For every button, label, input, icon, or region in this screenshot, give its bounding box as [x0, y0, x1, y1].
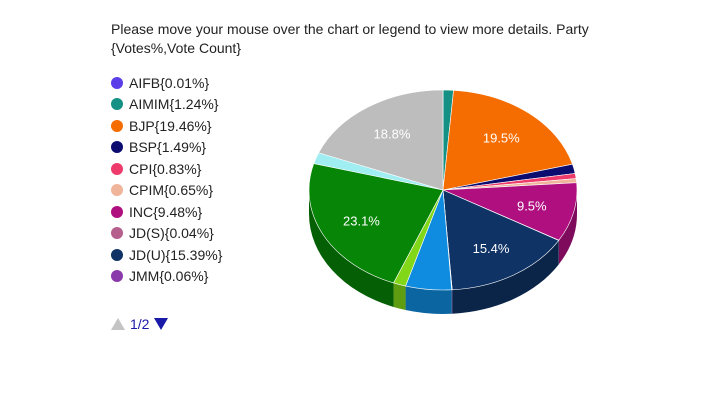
- slice-label: 19.5%: [483, 131, 520, 146]
- slice-label: 18.8%: [374, 127, 411, 142]
- legend-swatch: [111, 119, 123, 132]
- legend-swatch: [111, 227, 123, 240]
- legend-item[interactable]: JMM{0.06%}: [111, 266, 222, 288]
- legend-swatch: [111, 270, 123, 283]
- pie-slice-side: [451, 289, 453, 314]
- legend-label: AIFB{0.01%}: [129, 74, 210, 91]
- legend-item[interactable]: AIFB{0.01%}: [111, 72, 222, 94]
- legend-swatch: [111, 141, 123, 154]
- legend-label: JMM{0.06%}: [129, 268, 209, 285]
- legend-label: BSP{1.49%}: [129, 139, 207, 156]
- page-down-icon[interactable]: [154, 318, 169, 330]
- page-indicator: 1/2: [130, 316, 150, 332]
- chart-title: Please move your mouse over the chart or…: [111, 21, 589, 56]
- pie-slice-side: [452, 240, 559, 314]
- legend-label: CPIM{0.65%}: [129, 182, 214, 199]
- legend-label: AIMIM{1.24%}: [129, 96, 219, 113]
- legend-swatch: [111, 76, 123, 89]
- legend-item[interactable]: CPIM{0.65%}: [111, 180, 222, 202]
- legend: AIFB{0.01%} AIMIM{1.24%} BJP{19.46%} BSP{1.…: [111, 72, 222, 287]
- legend-item[interactable]: BJP{19.46%}: [111, 115, 222, 137]
- legend-label: JD(U){15.39%}: [129, 246, 223, 263]
- pie-slice[interactable]: [442, 182, 578, 241]
- legend-item[interactable]: CPI{0.83%}: [111, 158, 222, 180]
- slice-label: 15.4%: [473, 241, 510, 256]
- pie-slice[interactable]: [318, 89, 444, 191]
- legend-label: CPI{0.83%}: [129, 160, 202, 177]
- legend-item[interactable]: INC{9.48%}: [111, 201, 222, 223]
- pie-slice[interactable]: [442, 89, 573, 191]
- legend-item[interactable]: AIMIM{1.24%}: [111, 94, 222, 116]
- pie-side: [309, 190, 577, 314]
- legend-swatch: [111, 205, 123, 218]
- legend-swatch: [111, 248, 123, 261]
- legend-label: JD(S){0.04%}: [129, 225, 214, 242]
- legend-swatch: [111, 162, 123, 175]
- legend-pager: 1/2: [111, 316, 169, 332]
- pie-slice[interactable]: [308, 163, 444, 284]
- pie-slice-side: [393, 282, 406, 311]
- legend-label: INC{9.48%}: [129, 203, 203, 220]
- legend-swatch: [111, 184, 123, 197]
- pie-slice[interactable]: [442, 189, 560, 291]
- pie-slice-side: [558, 190, 577, 265]
- legend-item[interactable]: JD(U){15.39%}: [111, 244, 222, 266]
- legend-label: BJP{19.46%}: [129, 117, 212, 134]
- pie-slice-side: [309, 190, 394, 307]
- legend-item[interactable]: JD(S){0.04%}: [111, 223, 222, 245]
- page-up-icon: [111, 318, 125, 330]
- slice-label: 23.1%: [343, 213, 380, 228]
- slice-label: 9.5%: [517, 198, 547, 213]
- legend-item[interactable]: BSP{1.49%}: [111, 137, 222, 159]
- legend-swatch: [111, 98, 123, 111]
- pie-slice-side: [405, 286, 452, 314]
